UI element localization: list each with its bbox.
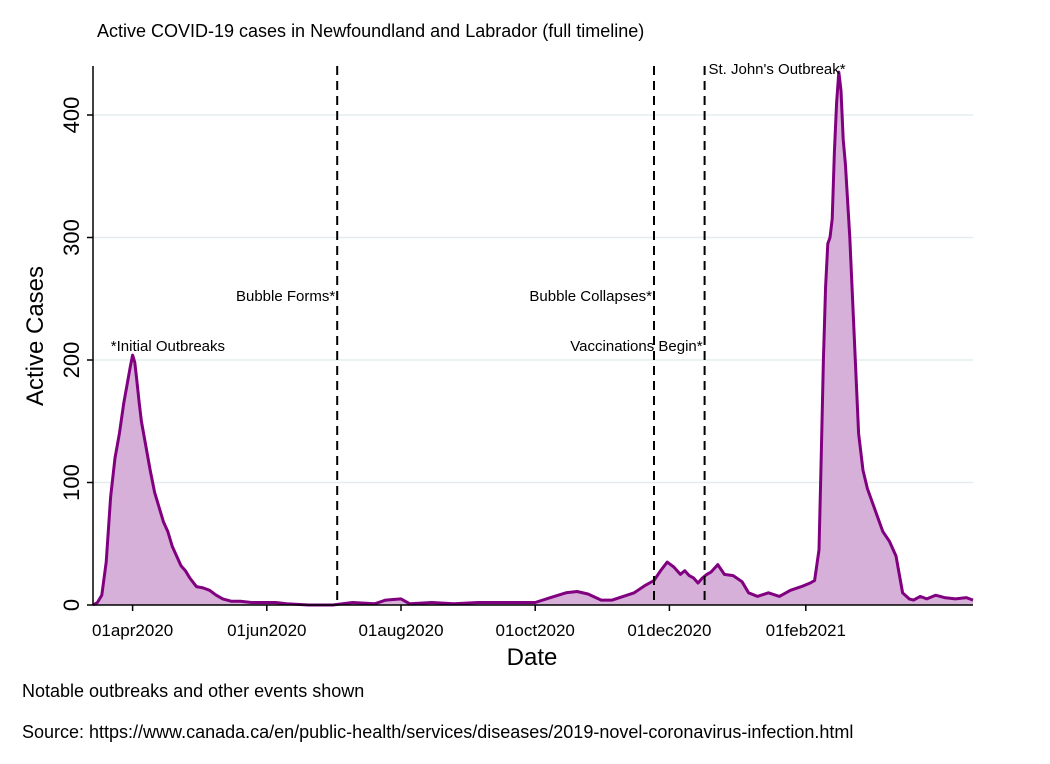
y-tick-label: 200 [59,342,84,379]
x-tick-label: 01dec2020 [627,621,711,640]
y-ticks: 0 100 200 300 400 [59,97,93,611]
axes [92,66,973,606]
y-axis-label: Active Cases [22,266,49,406]
y-tick-label: 300 [59,219,84,256]
y-tick-label: 100 [59,464,84,501]
annotation-label: *Initial Outbreaks [111,338,225,355]
y-tick-label: 400 [59,97,84,134]
area-layer [92,70,974,607]
source-note: Source: https://www.canada.ca/en/public-… [22,722,854,742]
annotation-label: Bubble Collapses* [529,288,652,305]
x-tick-label: 01jun2020 [227,621,306,640]
chart-title: Active COVID-19 cases in Newfoundland an… [97,21,644,41]
series-area [93,72,973,606]
series-line [92,70,974,607]
x-tick-label: 01apr2020 [92,621,173,640]
x-ticks: 01apr2020 01jun2020 01aug2020 01oct2020 01de… [92,605,846,640]
x-axis-label: Date [507,644,558,671]
annotation-label: Bubble Forms* [236,288,335,305]
annotation-label: Vaccinations Begin* [570,338,702,355]
x-tick-label: 01aug2020 [358,621,443,640]
event-lines: *Initial Outbreaks Bubble Forms* Bubble Co… [111,61,846,605]
x-tick-label: 01oct2020 [495,621,574,640]
annotation-label: St. John's Outbreak* [708,61,845,78]
y-tick-label: 0 [59,599,84,611]
footnote: Notable outbreaks and other events shown [22,681,365,701]
x-tick-label: 01feb2021 [766,621,846,640]
